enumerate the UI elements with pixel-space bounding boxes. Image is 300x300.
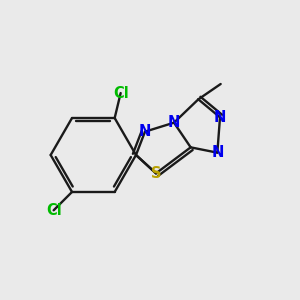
Text: Cl: Cl xyxy=(113,85,128,100)
Text: N: N xyxy=(139,124,151,139)
Text: N: N xyxy=(211,145,224,160)
Text: Cl: Cl xyxy=(46,203,62,218)
Text: N: N xyxy=(168,115,180,130)
Text: S: S xyxy=(151,166,161,181)
Text: N: N xyxy=(214,110,226,125)
